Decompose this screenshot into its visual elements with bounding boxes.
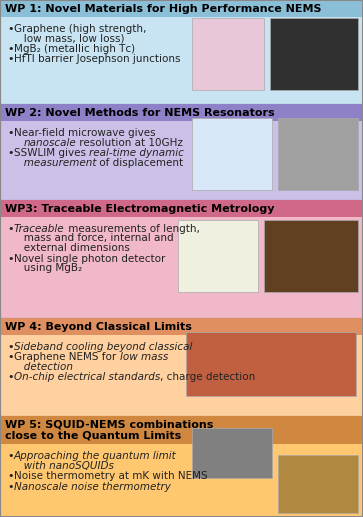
Text: , charge detection: , charge detection [160,373,256,383]
Text: Sideband cooling beyond classical: Sideband cooling beyond classical [14,342,192,352]
Bar [178,220,258,292]
Text: WP 2: Novel Methods for NEMS Resonators: WP 2: Novel Methods for NEMS Resonators [5,108,275,117]
Bar [0,200,363,318]
Bar [270,18,358,90]
Text: •: • [7,342,13,352]
Text: On-chip electrical standards: On-chip electrical standards [14,373,160,383]
Text: resolution at 10GHz: resolution at 10GHz [77,138,183,147]
Text: measurements of length,: measurements of length, [65,224,200,234]
Text: SSWLIM gives: SSWLIM gives [14,148,89,158]
Text: mass and force, internal and: mass and force, internal and [14,234,174,244]
Text: Traceable: Traceable [14,224,65,234]
Text: WP3: Traceable Electromagnetic Metrology: WP3: Traceable Electromagnetic Metrology [5,204,274,214]
Text: WP 1: Novel Materials for High Performance NEMS: WP 1: Novel Materials for High Performan… [5,4,322,13]
Bar [0,0,363,17]
Bar [0,416,363,444]
Text: low mass, low loss): low mass, low loss) [14,34,125,43]
Text: using MgB₂: using MgB₂ [14,263,82,273]
Bar [0,104,363,200]
Text: real-time dynamic: real-time dynamic [89,148,184,158]
Text: •: • [7,451,13,461]
Text: with nanoSQUIDs: with nanoSQUIDs [14,461,114,470]
Text: •: • [7,481,13,492]
Text: Noise thermometry at mK with NEMS: Noise thermometry at mK with NEMS [14,471,208,481]
Text: low mass: low mass [119,353,168,362]
Text: •: • [7,353,13,362]
Bar [278,455,358,513]
Bar [278,118,358,190]
Text: •: • [7,44,13,54]
Text: Near-field microwave gives: Near-field microwave gives [14,128,156,138]
Text: •: • [7,148,13,158]
Text: Graphene NEMS for: Graphene NEMS for [14,353,119,362]
Text: •: • [7,128,13,138]
Bar [192,118,272,190]
Text: •: • [7,54,13,65]
Text: MgB₂ (metallic high Tᴄ): MgB₂ (metallic high Tᴄ) [14,44,135,54]
Text: measurement: measurement [14,158,97,168]
Text: nanoscale: nanoscale [24,138,77,147]
Text: of displacement: of displacement [97,158,184,168]
Text: •: • [7,253,13,264]
Text: •: • [7,373,13,383]
Text: WP 5: SQUID-NEMS combinations
close to the Quantum Limits: WP 5: SQUID-NEMS combinations close to t… [5,419,213,441]
Text: external dimensions: external dimensions [14,243,130,253]
Text: •: • [7,224,13,234]
Bar [186,332,356,396]
Text: detection: detection [14,362,73,372]
Text: Nanoscale noise thermometry: Nanoscale noise thermometry [14,481,171,492]
Bar [0,200,363,217]
Bar [0,0,363,104]
Text: •: • [7,24,13,34]
Bar [264,220,358,292]
Text: •: • [7,471,13,481]
Bar [0,318,363,416]
Bar [192,18,264,90]
Bar [0,104,363,121]
Bar [192,428,272,478]
Text: WP 4: Beyond Classical Limits: WP 4: Beyond Classical Limits [5,322,192,331]
Text: Graphene (high strength,: Graphene (high strength, [14,24,146,34]
Bar [0,416,363,517]
Text: Approaching the quantum limit: Approaching the quantum limit [14,451,177,461]
Text: HfTI barrier Josephson junctions: HfTI barrier Josephson junctions [14,54,180,65]
Bar [0,318,363,335]
Text: Novel single photon detector: Novel single photon detector [14,253,166,264]
